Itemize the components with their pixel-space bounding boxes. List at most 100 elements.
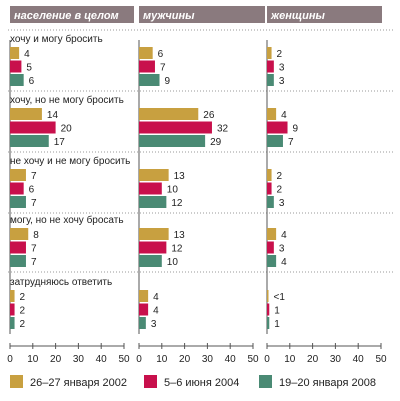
x-tick-label: 30: [73, 354, 85, 365]
x-tick-label: 50: [375, 354, 387, 365]
bar-value-label: 14: [47, 110, 59, 121]
panel-header-title: женщины: [270, 10, 326, 22]
panel-header-bg: [10, 6, 134, 23]
bar-value-label: 7: [31, 171, 37, 182]
bar: [10, 135, 49, 147]
bar-value-label: 6: [158, 49, 164, 60]
x-tick-label: 0: [136, 354, 142, 365]
bar: [139, 196, 167, 208]
question-label: хочу, но не могу бросить: [10, 94, 124, 106]
bar-value-label: 20: [61, 124, 73, 135]
legend-label: 5–6 июня 2004: [164, 377, 239, 389]
question-label: хочу и могу бросить: [10, 33, 103, 45]
x-tick-label: 10: [27, 354, 39, 365]
bar: [10, 255, 26, 267]
bar-value-label: 10: [167, 257, 179, 268]
bar-value-label: 4: [24, 49, 30, 60]
bar: [10, 290, 15, 302]
bar-value-label: 4: [281, 110, 287, 121]
bar-value-label: 13: [174, 230, 186, 241]
bar-value-label: 3: [279, 63, 285, 74]
x-tick-label: 40: [225, 354, 237, 365]
bar-value-label: 2: [277, 171, 283, 182]
bar: [139, 47, 153, 59]
panel-header-title: мужчины: [143, 10, 195, 22]
legend-label: 26–27 января 2002: [30, 377, 127, 389]
bar-value-label: 7: [288, 137, 294, 148]
x-tick-label: 50: [247, 354, 259, 365]
bar: [267, 290, 269, 302]
bar: [139, 108, 199, 120]
bar-value-label: 4: [153, 292, 159, 303]
bar-value-label: 9: [293, 124, 299, 135]
bar-value-label: 13: [174, 171, 186, 182]
legend-label: 19–20 января 2008: [279, 377, 376, 389]
bar: [139, 228, 169, 240]
bar: [267, 303, 270, 316]
bar-value-label: 7: [31, 198, 37, 209]
x-tick-label: 30: [202, 354, 214, 365]
bar: [10, 74, 24, 86]
bar: [139, 317, 146, 329]
bar: [139, 74, 160, 86]
panel-header-bg: [267, 6, 382, 23]
bar-value-label: 3: [279, 76, 285, 87]
bar-value-label: 29: [210, 137, 222, 148]
bar: [267, 74, 274, 86]
bar: [139, 290, 149, 302]
bar: [267, 60, 274, 73]
bar: [267, 169, 272, 181]
bar-value-label: 7: [31, 244, 37, 255]
bar-value-label: 10: [167, 185, 179, 196]
x-tick-label: 10: [156, 354, 168, 365]
x-tick-label: 20: [50, 354, 62, 365]
bar-value-label: 32: [217, 124, 229, 135]
bar: [10, 182, 24, 195]
bar: [10, 169, 26, 181]
bar-value-label: 6: [29, 185, 35, 196]
bar: [10, 47, 20, 59]
bar: [139, 60, 155, 73]
x-tick-label: 40: [353, 354, 365, 365]
bar-value-label: 26: [203, 110, 215, 121]
bar-value-label: 17: [54, 137, 66, 148]
bar: [267, 182, 272, 195]
question-label: не хочу и не могу бросить: [10, 155, 130, 167]
bar: [267, 135, 283, 147]
bar-value-label: 3: [279, 244, 285, 255]
bar: [267, 317, 270, 329]
x-tick-label: 20: [307, 354, 319, 365]
panel-header-title: население в целом: [14, 10, 119, 22]
bar-value-label: 3: [151, 319, 157, 330]
bar-value-label: 2: [20, 306, 26, 317]
bar-value-label: 6: [29, 76, 35, 87]
bar: [139, 121, 212, 134]
bar-value-label: 7: [160, 63, 166, 74]
bar-value-label: 3: [279, 198, 285, 209]
bar-value-label: 9: [165, 76, 171, 87]
bar: [139, 241, 167, 254]
x-tick-label: 0: [264, 354, 270, 365]
bar-value-label: 1: [274, 319, 280, 330]
bar-value-label: <1: [274, 292, 286, 303]
bar: [267, 108, 277, 120]
x-tick-label: 20: [179, 354, 191, 365]
legend-swatch: [144, 375, 157, 388]
bar: [10, 121, 56, 134]
legend-swatch: [10, 375, 23, 388]
bar-value-label: 12: [171, 198, 183, 209]
bar-value-label: 4: [281, 230, 287, 241]
bar-value-label: 12: [171, 244, 183, 255]
bar-value-label: 4: [153, 306, 159, 317]
bar: [10, 241, 26, 254]
bar: [10, 108, 42, 120]
bar: [267, 241, 274, 254]
bar-value-label: 5: [26, 63, 32, 74]
x-tick-label: 10: [284, 354, 296, 365]
bar-value-label: 2: [277, 185, 283, 196]
bar: [10, 196, 26, 208]
bar-value-label: 1: [274, 306, 280, 317]
bar-value-label: 2: [20, 319, 26, 330]
bar: [267, 47, 272, 59]
